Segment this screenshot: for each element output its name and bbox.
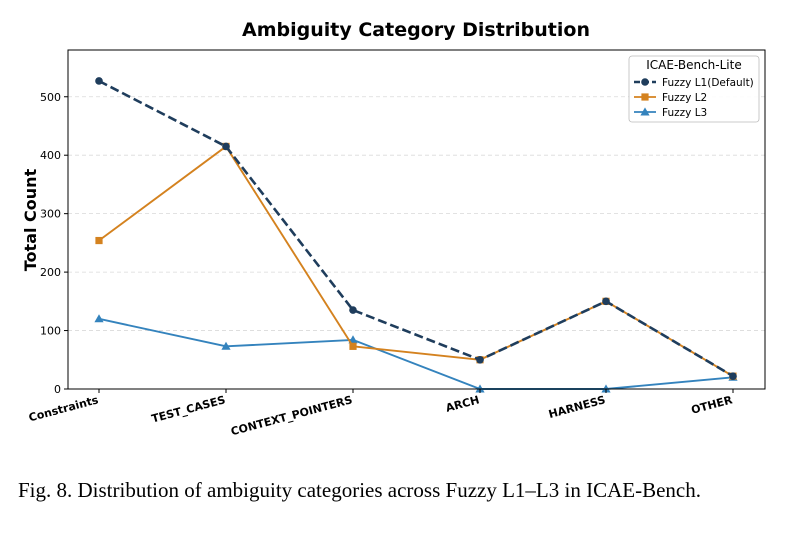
legend-box: [628, 55, 760, 123]
x-axis: Constraints TEST_CASES CONTEXT_POINTERS ARC…: [27, 389, 734, 438]
data-point: [95, 77, 103, 85]
series-2: [95, 142, 737, 380]
data-point: [94, 314, 104, 323]
data-point: [221, 341, 231, 350]
data-point: [729, 372, 737, 380]
chart-title: Ambiguity Category Distribution: [242, 19, 590, 41]
y-tick-label: 400: [40, 149, 61, 162]
series-line: [98, 79, 734, 378]
legend-title: ICAE-Bench-Lite: [646, 58, 741, 72]
y-tick-label: 200: [40, 266, 61, 279]
figure-caption: Fig. 8. Distribution of ambiguity catego…: [18, 478, 701, 502]
x-tick-label: Constraints: [27, 393, 100, 424]
x-tick-label: TEST_CASES: [150, 393, 227, 425]
data-point: [602, 297, 610, 306]
legend-label: Fuzzy L3: [662, 107, 707, 119]
series-line: [98, 145, 734, 377]
x-tick-label: HARNESS: [547, 393, 607, 421]
series-1: [95, 77, 737, 380]
x-tick-label: CONTEXT_POINTERS: [229, 393, 353, 438]
y-axis-label: Total Count: [21, 168, 40, 271]
y-tick-label: 300: [40, 208, 61, 221]
data-point: [475, 384, 485, 393]
data-point: [601, 384, 611, 393]
data-point: [95, 236, 103, 245]
x-tick-label: ARCH: [444, 393, 480, 414]
y-tick-label: 100: [40, 325, 61, 338]
y-axis: 0 100 200 300 400 500: [40, 91, 68, 396]
data-point: [476, 355, 484, 364]
data-point: [349, 342, 357, 350]
y-tick-label: 0: [54, 383, 61, 396]
series-layer: [94, 77, 738, 393]
legend-entry: Fuzzy L1(Default): [634, 77, 754, 89]
data-point: [641, 93, 649, 101]
grid: [68, 96, 765, 331]
data-point: [640, 107, 650, 116]
legend: ICAE-Bench-Lite Fuzzy L1(Default) Fuzzy L2…: [628, 55, 760, 123]
data-point: [222, 142, 230, 151]
chart-figure: Ambiguity Category Distribution 0 100 200 3…: [21, 19, 766, 438]
legend-entry: Fuzzy L3: [634, 107, 707, 119]
legend-label: Fuzzy L2: [662, 92, 707, 104]
x-tick-label: OTHER: [690, 393, 734, 417]
series-line: [98, 317, 734, 390]
data-point: [641, 78, 649, 86]
plot-frame: [67, 49, 766, 390]
y-tick-label: 500: [40, 91, 61, 104]
legend-entry: Fuzzy L2: [634, 92, 707, 104]
data-point: [349, 306, 357, 314]
legend-label: Fuzzy L1(Default): [662, 77, 754, 89]
